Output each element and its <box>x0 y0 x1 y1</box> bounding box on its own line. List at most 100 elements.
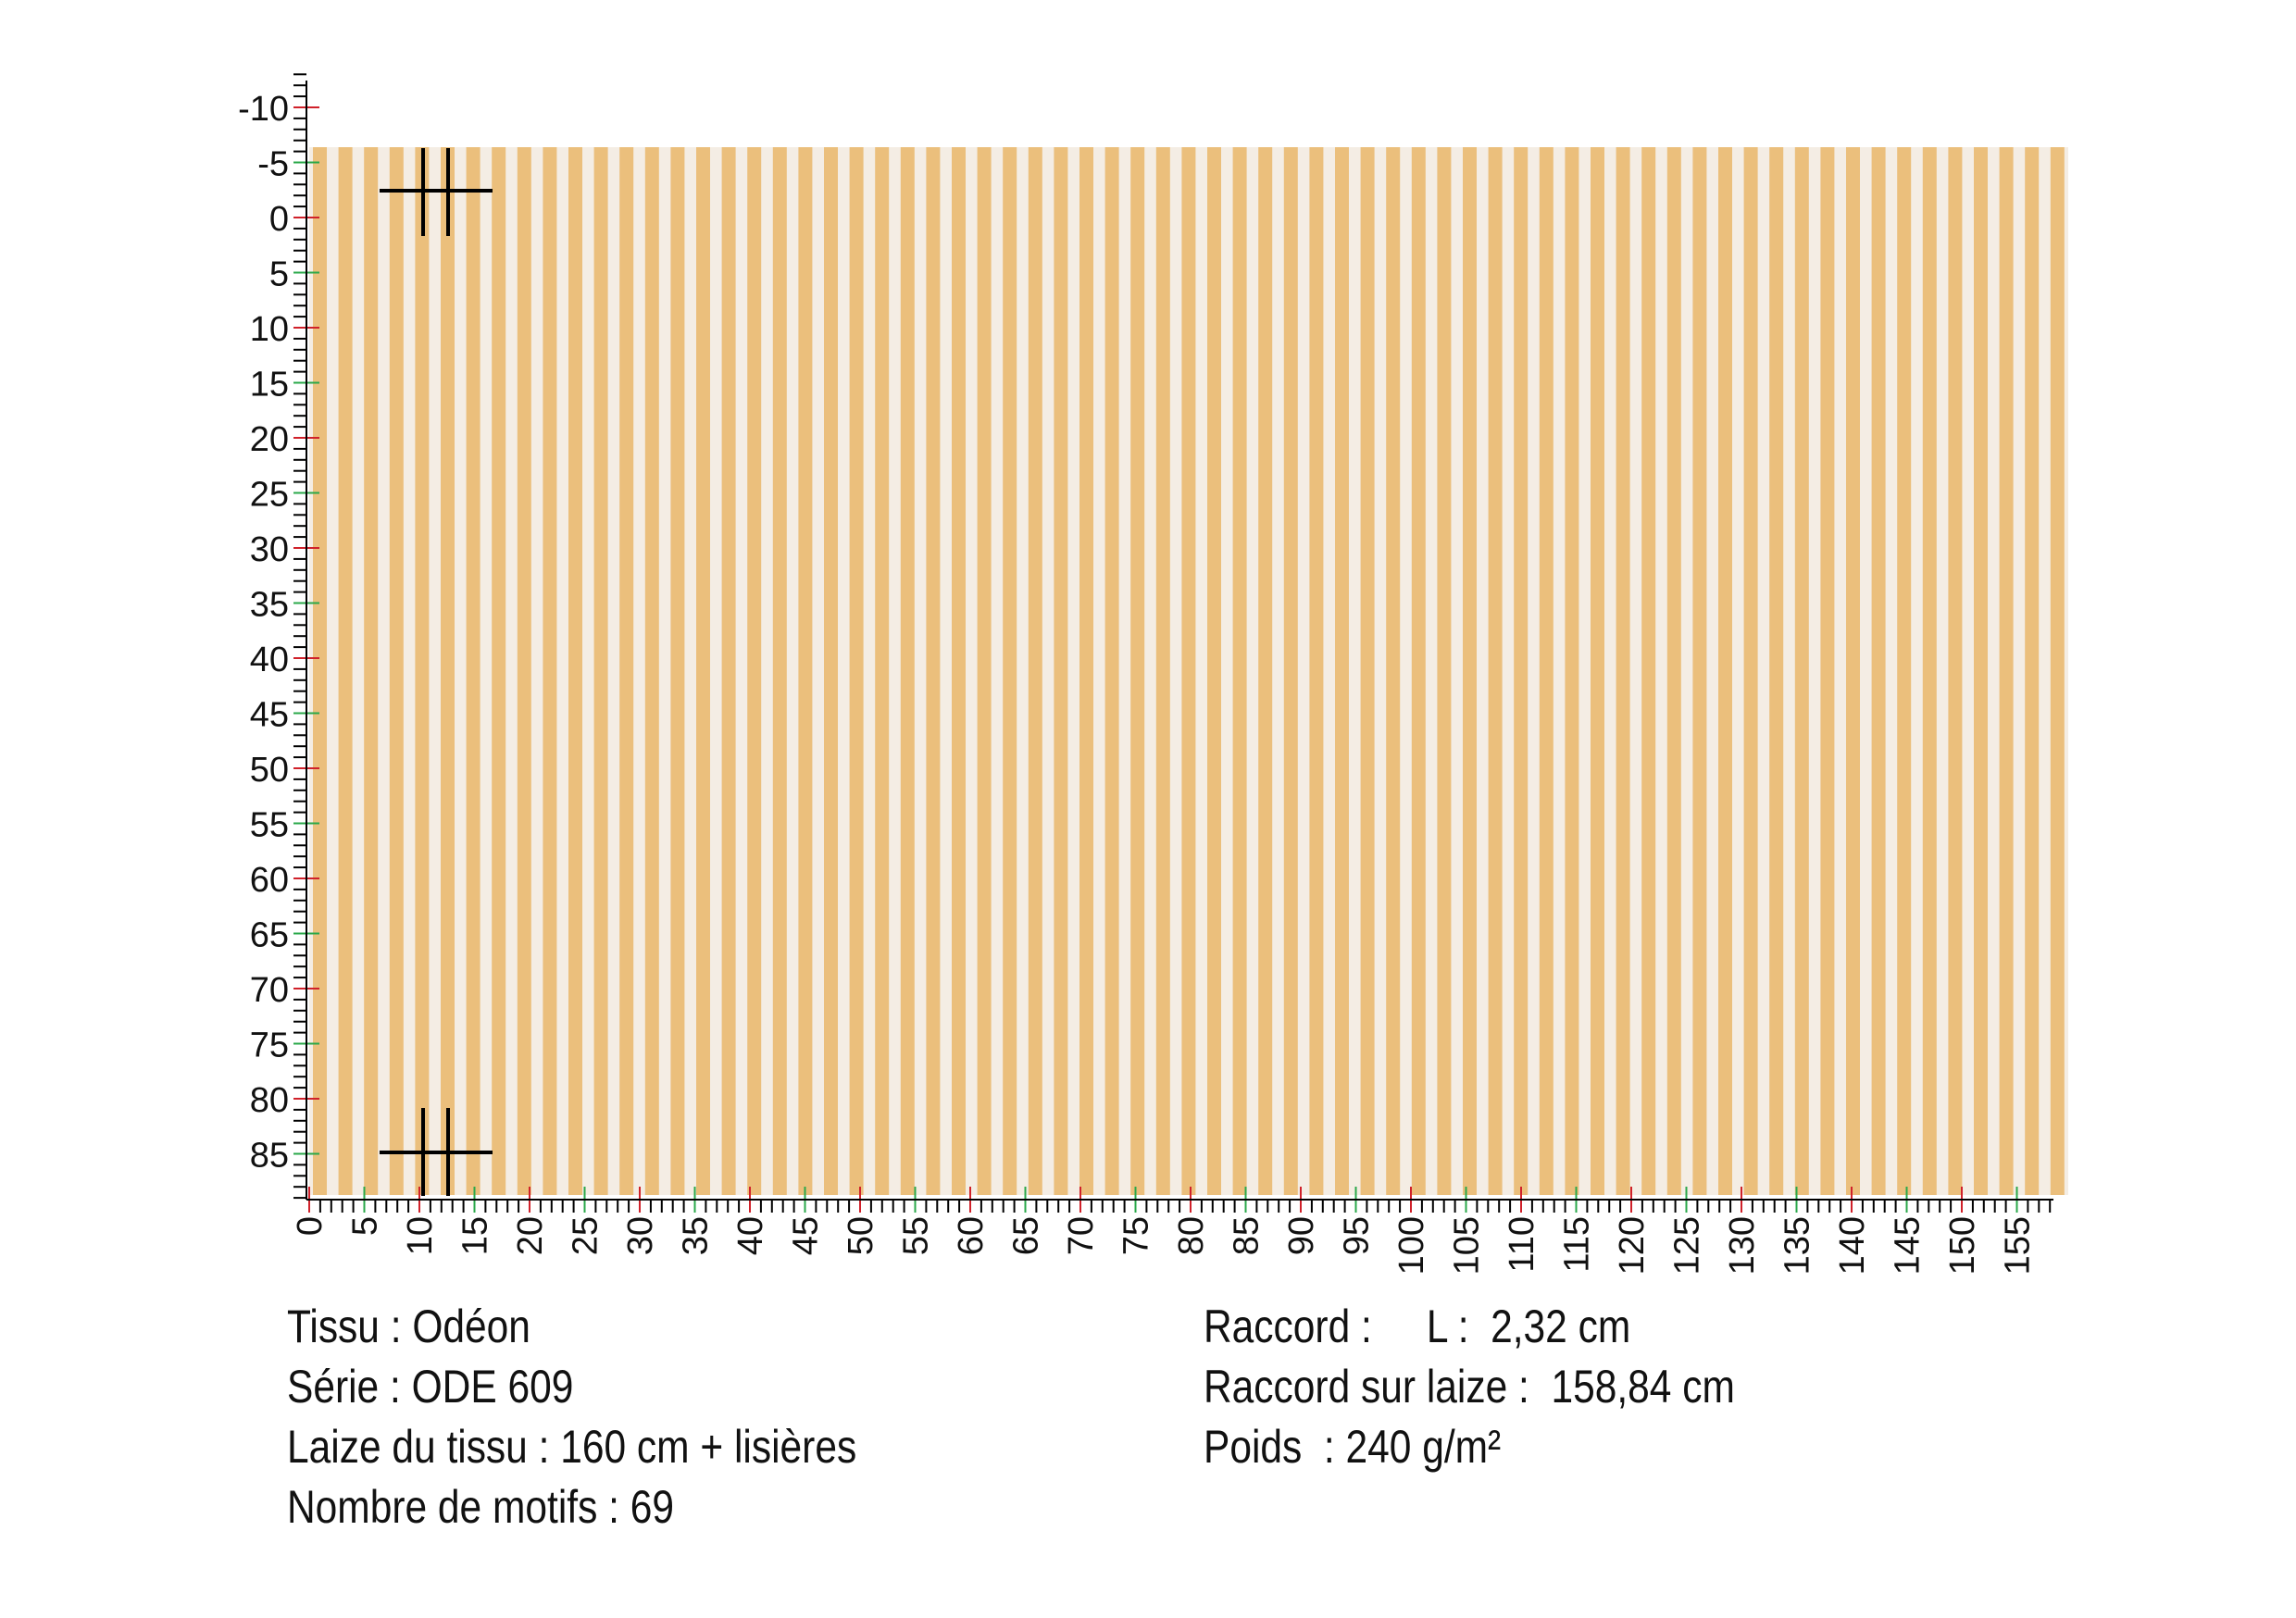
stripe <box>1386 147 1401 1195</box>
horizontal-ruler-label: 75 <box>1117 1216 1156 1255</box>
stripe <box>1794 147 1809 1195</box>
stripe <box>1820 147 1835 1195</box>
stripe <box>849 147 864 1195</box>
stripe <box>1155 147 1170 1195</box>
horizontal-ruler-label: 50 <box>842 1216 880 1255</box>
stripe <box>1948 147 1963 1195</box>
crosshair-top <box>380 148 493 236</box>
stripe <box>1003 147 1017 1195</box>
stripe <box>875 147 890 1195</box>
horizontal-ruler-label: 95 <box>1338 1216 1377 1255</box>
stripe <box>1974 147 1988 1195</box>
fabric-stripes <box>313 147 2065 1195</box>
horizontal-ruler-label: 20 <box>511 1216 550 1255</box>
stripe <box>1769 147 1784 1195</box>
stripe <box>338 147 353 1195</box>
stripe <box>1054 147 1068 1195</box>
info-line: Tissu : Odéon <box>287 1301 530 1352</box>
stripe <box>747 147 762 1195</box>
vertical-ruler-label: 50 <box>250 751 289 790</box>
stripe <box>824 147 838 1195</box>
vertical-ruler-label: 40 <box>250 641 289 679</box>
stripe <box>1028 147 1042 1195</box>
stripe <box>492 147 506 1195</box>
vertical-ruler-label: 60 <box>250 861 289 900</box>
stripe <box>1846 147 1860 1195</box>
horizontal-ruler-label: 70 <box>1062 1216 1101 1255</box>
stripe <box>1181 147 1196 1195</box>
info-line: Laize du tissu : 160 cm + lisières <box>287 1421 856 1473</box>
stripe <box>1591 147 1604 1195</box>
stripe <box>1666 147 1681 1195</box>
vertical-ruler-label: 20 <box>250 420 289 459</box>
stripe <box>313 147 327 1195</box>
horizontal-ruler-label: 35 <box>677 1216 716 1255</box>
horizontal-ruler-label: 130 <box>1723 1216 1762 1275</box>
stripe <box>1692 147 1707 1195</box>
stripe <box>1897 147 1912 1195</box>
info-line: Série : ODE 609 <box>287 1361 573 1413</box>
vertical-ruler-label: 80 <box>250 1081 289 1120</box>
horizontal-ruler-label: 45 <box>787 1216 826 1255</box>
vertical-ruler-label: 75 <box>250 1027 289 1065</box>
stripe <box>1743 147 1758 1195</box>
horizontal-ruler-label: 5 <box>346 1216 385 1236</box>
stripe <box>593 147 608 1195</box>
horizontal-ruler-label: 110 <box>1503 1216 1541 1273</box>
horizontal-ruler-label: 40 <box>731 1216 770 1255</box>
horizontal-ruler-label: 90 <box>1282 1216 1321 1255</box>
vertical-ruler-label: 0 <box>269 200 289 239</box>
stripe <box>1922 147 1937 1195</box>
stripe <box>2050 147 2065 1195</box>
horizontal-ruler-label: 65 <box>1007 1216 1046 1255</box>
stripe <box>977 147 992 1195</box>
horizontal-ruler-label: 30 <box>621 1216 660 1255</box>
horizontal-ruler-label: 125 <box>1668 1216 1707 1275</box>
stripe <box>2025 147 2040 1195</box>
stripe <box>1283 147 1298 1195</box>
info-line: Nombre de motifs : 69 <box>287 1481 674 1533</box>
vertical-ruler-label: 30 <box>250 530 289 569</box>
stripe <box>1999 147 2014 1195</box>
stripe <box>721 147 736 1195</box>
stripe <box>798 147 813 1195</box>
ruler-labels: -10-505101520253035404550556065707580850… <box>238 90 2037 1275</box>
stripe <box>1539 147 1554 1195</box>
horizontal-ruler-label: 105 <box>1448 1216 1487 1275</box>
stripe <box>619 147 634 1195</box>
info-line: Raccord : L : 2,32 cm <box>1204 1301 1630 1352</box>
stripe <box>1616 147 1630 1195</box>
stripe <box>1360 147 1375 1195</box>
stripe <box>644 147 659 1195</box>
vertical-ruler-label: 85 <box>250 1137 289 1176</box>
vertical-ruler-label: 25 <box>250 476 289 515</box>
horizontal-ruler-label: 80 <box>1172 1216 1211 1255</box>
stripe <box>568 147 582 1195</box>
info-line: Raccord sur laize : 158,84 cm <box>1204 1361 1735 1413</box>
vertical-ruler-label: 70 <box>250 971 289 1010</box>
stripe <box>1565 147 1579 1195</box>
stripe <box>926 147 941 1195</box>
horizontal-ruler-label: 25 <box>567 1216 605 1255</box>
horizontal-ruler-label: 115 <box>1558 1216 1597 1273</box>
stripe <box>543 147 557 1195</box>
stripe <box>441 147 455 1195</box>
stripe <box>1463 147 1477 1195</box>
vertical-ruler-label: -10 <box>238 90 289 129</box>
vertical-ruler-label: 35 <box>250 586 289 625</box>
vertical-ruler-label: 5 <box>269 255 289 294</box>
stripe <box>1335 147 1349 1195</box>
horizontal-ruler-label: 15 <box>456 1216 495 1255</box>
stripe <box>1437 147 1452 1195</box>
stripe <box>415 147 430 1195</box>
horizontal-ruler-label: 135 <box>1778 1216 1817 1275</box>
stripe <box>517 147 531 1195</box>
stripe <box>364 147 379 1195</box>
vertical-ruler-label: -5 <box>257 145 289 184</box>
vertical-ruler-label: 15 <box>250 366 289 404</box>
stripe <box>900 147 915 1195</box>
stripe <box>696 147 710 1195</box>
vertical-ruler-label: 65 <box>250 916 289 955</box>
horizontal-ruler-label: 120 <box>1613 1216 1652 1275</box>
